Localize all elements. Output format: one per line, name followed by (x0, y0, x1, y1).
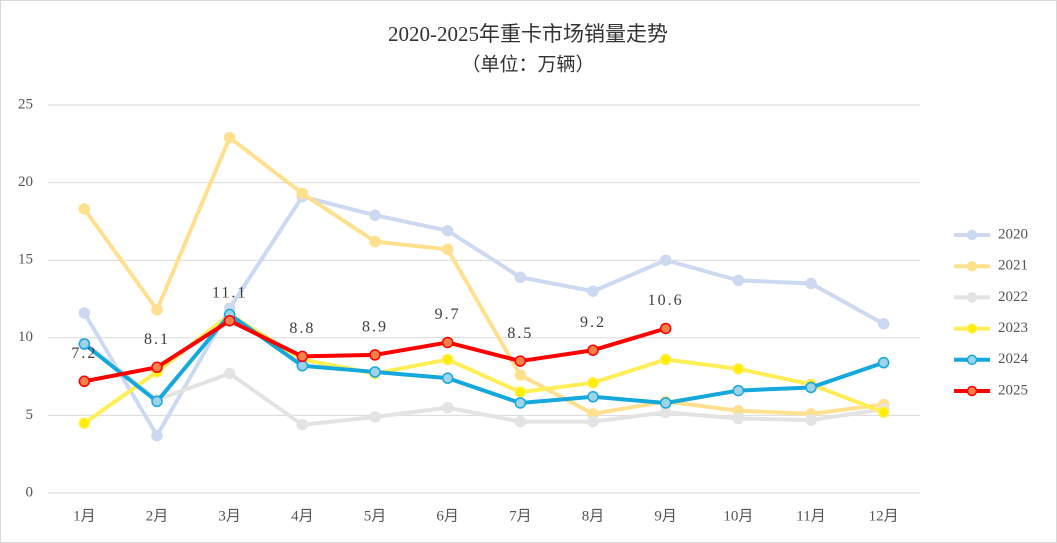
marker (296, 359, 309, 372)
legend-marker (966, 354, 978, 366)
marker (441, 353, 454, 366)
marker (78, 417, 91, 429)
data-label: 8.8 (289, 320, 315, 337)
marker (659, 353, 672, 366)
marker (587, 344, 599, 356)
x-tick-label: 2月 (146, 508, 169, 524)
marker (805, 277, 817, 290)
y-tick-label: 0 (26, 484, 34, 500)
data-label: 10.6 (648, 292, 684, 309)
legend-marker (966, 385, 978, 397)
legend-marker (966, 323, 978, 334)
data-label: 11.1 (212, 284, 247, 301)
marker (587, 377, 599, 389)
marker (441, 401, 454, 414)
marker (296, 418, 309, 431)
x-tick-label: 3月 (218, 508, 241, 524)
y-tick-label: 5 (26, 407, 34, 423)
marker (78, 375, 91, 388)
marker (78, 203, 91, 215)
data-label: 8.1 (144, 331, 170, 348)
y-tick-label: 25 (18, 96, 33, 112)
marker (514, 415, 527, 428)
marker (369, 209, 381, 221)
marker (514, 386, 527, 398)
marker (732, 384, 745, 397)
marker (151, 304, 163, 316)
y-tick-label: 15 (18, 252, 33, 268)
marker (659, 254, 672, 266)
marker (369, 411, 381, 423)
marker (514, 271, 527, 284)
legend-label: 2022 (998, 289, 1028, 305)
marker (369, 235, 381, 248)
chart-subtitle: （单位：万辆） (461, 53, 594, 75)
marker (732, 363, 745, 375)
x-tick-label: 7月 (509, 508, 532, 524)
marker (877, 318, 890, 330)
marker (369, 366, 381, 378)
marker (805, 381, 817, 394)
marker (78, 307, 91, 319)
data-label: 9.2 (580, 314, 606, 331)
marker (151, 395, 163, 408)
marker (732, 274, 745, 287)
marker (877, 406, 890, 419)
marker (223, 367, 236, 380)
marker (514, 397, 527, 409)
x-tick-label: 1月 (73, 508, 96, 524)
legend-marker (966, 260, 978, 272)
marker (805, 414, 817, 426)
x-tick-label: 9月 (654, 508, 677, 524)
marker (441, 243, 454, 256)
legend-label: 2024 (998, 351, 1029, 367)
chart-title: 2020-2025年重卡市场销量走势 (388, 22, 668, 46)
marker (659, 406, 672, 419)
marker (369, 349, 381, 361)
marker (296, 187, 309, 200)
legend-label: 2021 (998, 258, 1028, 274)
legend-label: 2023 (998, 320, 1028, 336)
data-label: 8.5 (507, 325, 533, 342)
series-line (82, 340, 886, 427)
data-label: 8.9 (362, 319, 388, 336)
marker (223, 314, 236, 327)
marker (587, 391, 599, 403)
marker (441, 372, 454, 384)
series-line (82, 135, 886, 416)
legend-marker (966, 292, 978, 303)
marker (514, 355, 527, 367)
x-tick-label: 10月 (723, 508, 753, 524)
y-tick-label: 10 (18, 329, 33, 345)
marker (877, 356, 890, 369)
x-tick-label: 5月 (364, 508, 387, 524)
legend-marker (966, 229, 978, 241)
marker (732, 412, 745, 425)
marker (514, 369, 527, 381)
marker (659, 397, 672, 409)
legend-label: 2025 (998, 382, 1028, 398)
marker (78, 338, 91, 350)
x-tick-label: 12月 (869, 508, 899, 524)
marker (441, 336, 454, 349)
x-tick-label: 8月 (582, 508, 605, 524)
x-tick-label: 6月 (436, 508, 459, 524)
marker (223, 131, 236, 144)
marker (441, 224, 454, 237)
x-tick-label: 11月 (796, 508, 825, 524)
marker (151, 429, 163, 442)
marker (587, 415, 599, 428)
data-label: 7.2 (71, 345, 97, 362)
marker (659, 322, 672, 335)
data-label: 9.7 (435, 306, 461, 323)
series-line (82, 312, 886, 426)
y-tick-label: 20 (18, 174, 33, 190)
marker (151, 361, 163, 374)
legend-label: 2020 (998, 226, 1028, 242)
marker (587, 285, 599, 297)
marker (296, 350, 309, 363)
x-tick-label: 4月 (291, 508, 314, 524)
